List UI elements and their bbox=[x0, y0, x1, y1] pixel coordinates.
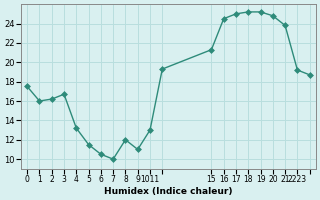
X-axis label: Humidex (Indice chaleur): Humidex (Indice chaleur) bbox=[104, 187, 233, 196]
